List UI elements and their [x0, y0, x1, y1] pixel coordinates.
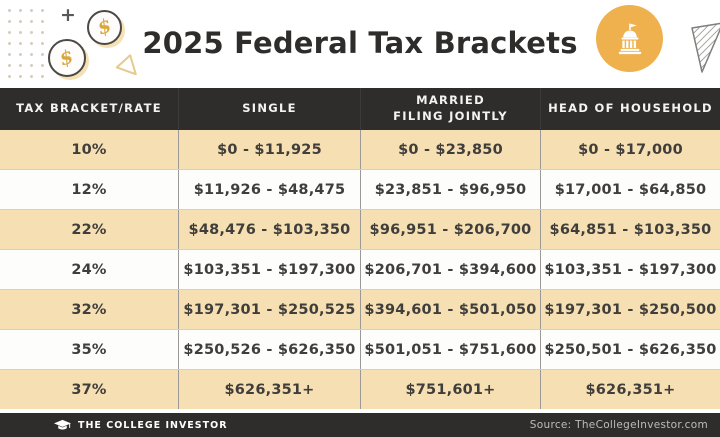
range-cell: $626,351+ [178, 370, 360, 409]
table-row: 12% $11,926 - $48,475 $23,851 - $96,950 $17… [0, 170, 720, 210]
table-row: 24% $103,351 - $197,300 $206,701 - $394,60… [0, 250, 720, 290]
capitol-badge [596, 5, 663, 72]
graduation-cap-icon [54, 419, 71, 430]
rate-cell: 24% [71, 261, 107, 278]
table-row: 10% $0 - $11,925 $0 - $23,850 $0 - $17,000 [0, 130, 720, 170]
dollar-coin-icon: $ [87, 10, 122, 45]
dot-grid-pattern [0, 2, 48, 86]
header: + $ $ 2025 Federal Tax Brackets [0, 0, 720, 88]
range-cell: $103,351 - $197,300 [178, 250, 360, 289]
rate-cell: 10% [71, 141, 107, 158]
table-body: 10% $0 - $11,925 $0 - $23,850 $0 - $17,000 1… [0, 130, 720, 409]
range-cell: $48,476 - $103,350 [178, 210, 360, 249]
table-row: 32% $197,301 - $250,525 $394,601 - $501,05… [0, 290, 720, 330]
range-cell: $197,301 - $250,525 [178, 290, 360, 329]
table-row: 35% $250,526 - $626,350 $501,051 - $751,60… [0, 330, 720, 370]
tax-brackets-table: TAX BRACKET/RATE SINGLE MARRIED FILING JOIN… [0, 88, 720, 409]
rate-cell: 32% [71, 301, 107, 318]
striped-triangle-icon [690, 22, 720, 74]
range-cell: $394,601 - $501,050 [360, 290, 540, 329]
range-cell: $751,601+ [360, 370, 540, 409]
rate-cell: 37% [71, 381, 107, 398]
range-cell: $23,851 - $96,950 [360, 170, 540, 209]
range-cell: $0 - $23,850 [360, 130, 540, 169]
table-row: 22% $48,476 - $103,350 $96,951 - $206,700 $… [0, 210, 720, 250]
range-cell: $197,301 - $250,500 [540, 290, 720, 329]
range-cell: $0 - $17,000 [540, 130, 720, 169]
range-cell: $0 - $11,925 [178, 130, 360, 169]
range-cell: $103,351 - $197,300 [540, 250, 720, 289]
capitol-building-icon [618, 23, 641, 54]
range-cell: $96,951 - $206,700 [360, 210, 540, 249]
range-cell: $626,351+ [540, 370, 720, 409]
rate-cell: 12% [71, 181, 107, 198]
dollar-coin-icon: $ [48, 39, 86, 77]
table-header-row: TAX BRACKET/RATE SINGLE MARRIED FILING JOIN… [0, 88, 720, 130]
source-credit: Source: TheCollegeInvestor.com [529, 419, 708, 431]
range-cell: $64,851 - $103,350 [540, 210, 720, 249]
table-row: 37% $626,351+ $751,601+ $626,351+ [0, 370, 720, 409]
brand: THE COLLEGE INVESTOR [54, 419, 228, 432]
page-title: 2025 Federal Tax Brackets [142, 26, 578, 60]
brand-name: THE COLLEGE INVESTOR [78, 419, 228, 431]
range-cell: $206,701 - $394,600 [360, 250, 540, 289]
column-header: MARRIED FILING JOINTLY [360, 88, 540, 130]
rate-cell: 22% [71, 221, 107, 238]
range-cell: $250,526 - $626,350 [178, 330, 360, 369]
rate-cell: 35% [71, 341, 107, 358]
footer-bar: THE COLLEGE INVESTOR Source: TheCollegeI… [0, 413, 720, 437]
column-header: SINGLE [178, 88, 360, 130]
range-cell: $501,051 - $751,600 [360, 330, 540, 369]
range-cell: $11,926 - $48,475 [178, 170, 360, 209]
range-cell: $17,001 - $64,850 [540, 170, 720, 209]
column-header: TAX BRACKET/RATE [16, 101, 162, 116]
outline-triangle-icon [114, 50, 143, 77]
column-header: HEAD OF HOUSEHOLD [540, 88, 720, 130]
range-cell: $250,501 - $626,350 [540, 330, 720, 369]
plus-icon: + [60, 4, 76, 26]
